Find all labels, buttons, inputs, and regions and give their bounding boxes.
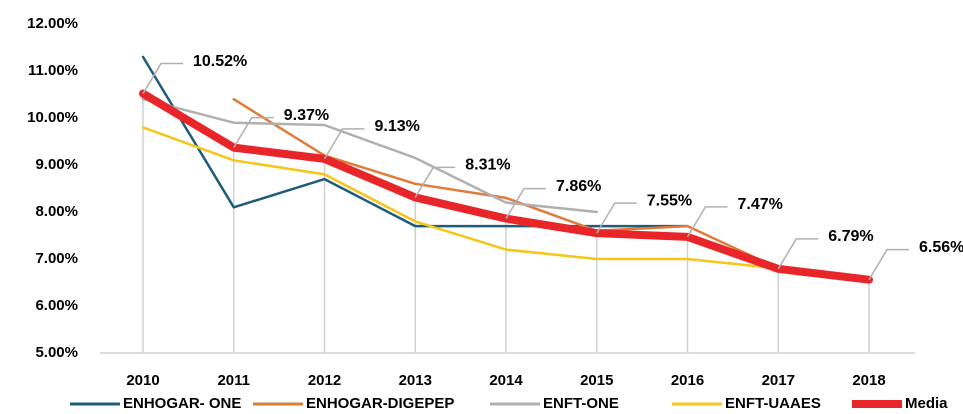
legend-label: Media <box>905 395 948 412</box>
leader-line <box>868 248 909 281</box>
legend-label: ENHOGAR-DIGEPEP <box>306 395 454 412</box>
leader-line <box>414 166 456 198</box>
x-tick-label: 2015 <box>580 372 613 389</box>
data-label: 10.52% <box>193 53 247 70</box>
x-tick-label: 2014 <box>489 372 523 389</box>
data-label: 9.13% <box>375 118 420 135</box>
x-tick-label: 2011 <box>217 372 250 389</box>
y-tick-label: 8.00% <box>35 203 78 220</box>
x-tick-label: 2017 <box>762 372 795 389</box>
data-label: 7.86% <box>556 178 601 195</box>
y-tick-label: 6.00% <box>35 297 78 314</box>
y-tick-label: 5.00% <box>35 344 78 361</box>
data-label: 6.56% <box>919 239 963 256</box>
x-tick-label: 2016 <box>671 372 704 389</box>
data-label: 7.47% <box>738 196 783 213</box>
series-line <box>141 55 689 228</box>
data-label: 9.37% <box>284 107 329 124</box>
legend-label: ENFT-ONE <box>543 395 619 412</box>
leader-line <box>142 62 183 94</box>
series-line <box>141 126 780 270</box>
leader-line <box>233 116 274 148</box>
x-tick-label: 2018 <box>852 372 885 389</box>
y-tick-label: 12.00% <box>27 15 78 32</box>
x-tick-label: 2012 <box>308 372 341 389</box>
series-line <box>141 97 598 214</box>
leader-line <box>323 128 365 160</box>
x-tick-label: 2010 <box>126 372 159 389</box>
y-tick-label: 11.00% <box>28 62 78 79</box>
legend-label: ENHOGAR- ONE <box>123 395 241 412</box>
data-label: 6.79% <box>828 228 873 245</box>
leader-line <box>777 238 819 270</box>
leader-line <box>505 187 546 219</box>
leader-line <box>596 202 637 234</box>
y-tick-label: 10.00% <box>27 109 78 126</box>
data-label: 8.31% <box>465 157 510 174</box>
leader-line <box>686 206 728 238</box>
data-label: 7.55% <box>647 192 692 209</box>
x-tick-label: 2013 <box>399 372 432 389</box>
legend-label: ENFT-UAAES <box>725 395 821 412</box>
y-tick-label: 7.00% <box>35 250 78 267</box>
y-tick-label: 9.00% <box>35 156 78 173</box>
